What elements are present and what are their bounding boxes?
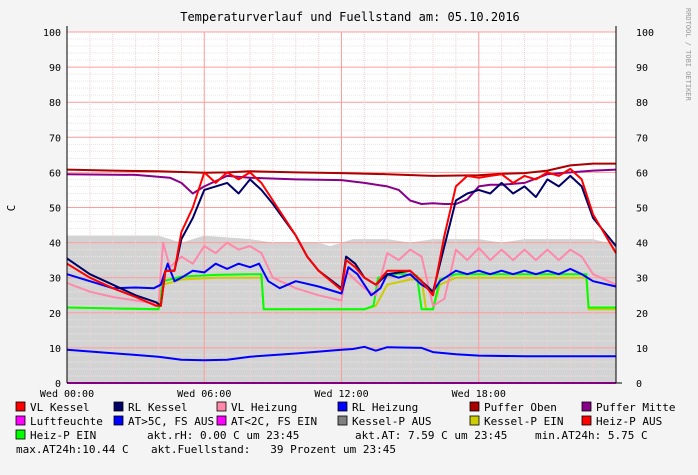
y-tick-label-right: 60 [636, 168, 648, 179]
y-tick-label: 10 [49, 344, 61, 355]
legend: VL Kessel RL Kessel VL Heizung RL Heizung Pu… [15, 401, 675, 442]
series-line-4 [66, 345, 616, 362]
legend-swatch [113, 415, 124, 426]
y-tick-label: 20 [49, 309, 61, 320]
y-tick-label-right: 70 [636, 133, 648, 144]
y-tick-label-right: 40 [636, 239, 648, 250]
series-line-8 [66, 272, 616, 311]
y-tick-label: 60 [49, 168, 61, 179]
legend-label: RL Kessel [128, 401, 188, 414]
legend-label: Heiz-P AUS [596, 415, 662, 428]
legend-label: Luftfeuchte [30, 415, 103, 428]
legend-swatch [469, 401, 480, 412]
series-line-10 [66, 262, 617, 297]
legend-label: Heiz-P EIN [30, 429, 96, 442]
legend-label: VL Heizung [231, 401, 297, 414]
legend-swatch [113, 401, 124, 412]
y-tick-label: 90 [49, 63, 61, 74]
legend-label: AT>5C, FS AUS [128, 415, 214, 428]
legend-label: Puffer Oben [484, 401, 557, 414]
y-axis-label: C [5, 205, 18, 212]
legend-swatch [216, 415, 227, 426]
x-tick-label: Wed 06:00 [177, 389, 231, 400]
y-tick-label-right: 50 [636, 204, 648, 215]
legend-swatch [581, 401, 592, 412]
axes: 0 0 10 10 20 20 30 30 40 40 50 50 60 60 70 70 80 80 90 90 10… [40, 26, 654, 400]
legend-swatch [15, 415, 26, 426]
annotation-text: akt.Fuellstand: 39 Prozent um 23:45 [151, 443, 396, 456]
y-tick-label-right: 30 [636, 274, 648, 285]
legend-label: VL Kessel [30, 401, 90, 414]
y-tick-label: 50 [49, 204, 61, 215]
legend-label: AT<2C, FS EIN [231, 415, 317, 428]
y-tick-label-right: 90 [636, 63, 648, 74]
y-tick-label-right: 10 [636, 344, 648, 355]
legend-label: RL Heizung [352, 401, 418, 414]
legend-swatch [469, 415, 480, 426]
legend-label: Kessel-P EIN [484, 415, 563, 428]
legend-swatch [581, 415, 592, 426]
y-tick-label: 80 [49, 98, 61, 109]
y-tick-label: 30 [49, 274, 61, 285]
series-line-7 [66, 276, 616, 311]
y-tick-label-right: 80 [636, 98, 648, 109]
y-tick-label: 40 [49, 239, 61, 250]
legend-swatch [337, 415, 348, 426]
legend-swatch [15, 429, 26, 440]
legend-label: Kessel-P AUS [352, 415, 431, 428]
series-line-6 [66, 168, 617, 205]
legend-swatch [337, 401, 348, 412]
annotation-text: max.AT24h:10.44 C [16, 443, 129, 456]
x-tick-label: Wed 18:00 [452, 389, 506, 400]
series-line-9 [66, 241, 617, 307]
chart-title: Temperaturverlauf und Fuellstand am: 05.… [180, 10, 520, 24]
legend-swatch [15, 401, 26, 412]
series-line-5 [66, 162, 616, 177]
x-tick-label: Wed 00:00 [40, 389, 94, 400]
legend-label: Puffer Mitte [596, 401, 675, 414]
legend-swatch [216, 401, 227, 412]
annotation-text: akt.AT: 7.59 C um 23:45 [355, 429, 507, 442]
series-line-12 [66, 167, 617, 307]
annotation-text: akt.rH: 0.00 C um 23:45 [147, 429, 299, 442]
y-tick-label: 70 [49, 133, 61, 144]
annotations: akt.rH: 0.00 C um 23:45 akt.AT: 7.59 C um… [16, 429, 648, 456]
y-tick-label-right: 100 [636, 28, 654, 39]
watermark-text: RRDTOOL / TOBI OETIKER [684, 8, 692, 102]
y-tick-label-right: 20 [636, 309, 648, 320]
y-tick-label: 0 [55, 379, 61, 390]
y-tick-label-right: 0 [636, 379, 642, 390]
x-tick-label: Wed 12:00 [314, 389, 368, 400]
y-tick-label: 100 [43, 28, 61, 39]
annotation-text: min.AT24h: 5.75 C [535, 429, 648, 442]
